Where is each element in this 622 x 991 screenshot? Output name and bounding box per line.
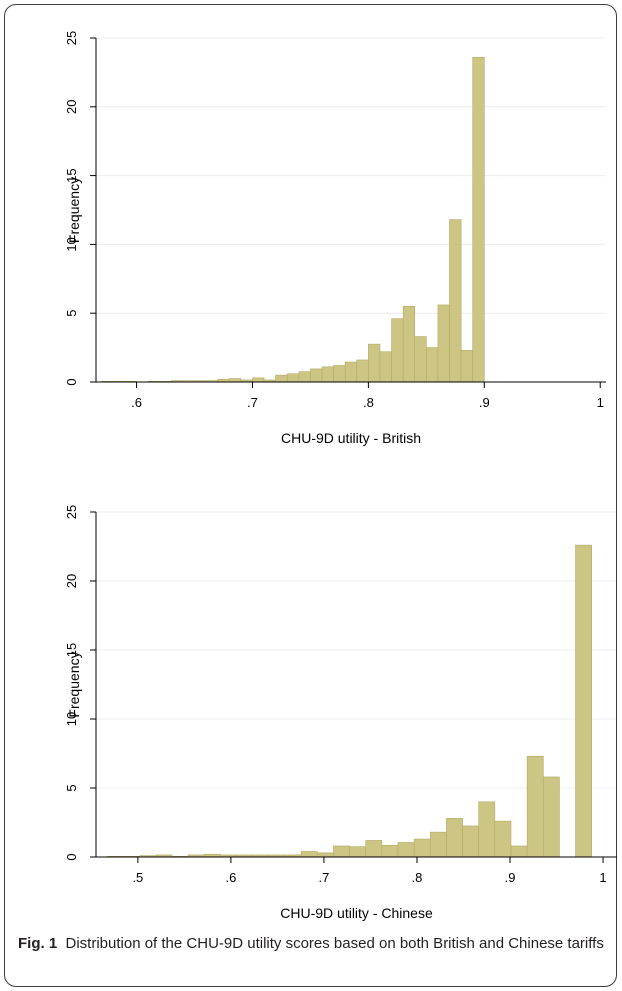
chinese-bar (446, 818, 463, 858)
british-y-tick-label: 20 (64, 100, 79, 114)
chinese-y-tick-label: 20 (64, 574, 79, 588)
figure-caption: Fig. 1 Distribution of the CHU-9D utilit… (18, 934, 614, 954)
chinese-bar (413, 838, 431, 858)
chinese-bar (494, 820, 512, 858)
british-bar (368, 343, 381, 383)
chinese-x-tick-label: .7 (319, 870, 330, 885)
british-bar (228, 378, 242, 383)
chinese-x-axis-title: CHU-9D utility - Chinese (280, 905, 433, 921)
chinese-x-tick-label: .8 (412, 870, 423, 885)
chinese-bar (349, 846, 367, 858)
british-bar (321, 366, 334, 383)
caption-label: Fig. 1 (18, 935, 58, 952)
chinese-x-tick-label: .6 (225, 870, 236, 885)
chinese-y-tick-label: 15 (64, 643, 79, 657)
british-bar (437, 304, 450, 383)
british-bar (333, 365, 346, 383)
chinese-y-tick-label: 10 (64, 712, 79, 726)
chinese-bar (429, 831, 447, 858)
british-bar (460, 350, 474, 383)
chinese-bar (542, 776, 560, 858)
british-x-tick-label: .7 (247, 395, 258, 410)
chinese-y-tick-label: 5 (64, 784, 79, 791)
british-bar (414, 336, 427, 383)
british-bar (275, 374, 288, 383)
british-histogram: 0 5 10 15 20 25 .6 .7 .8 .9 1 CHU-9D utility - Brit… (64, 31, 606, 446)
chinese-bar (333, 845, 350, 858)
british-bar (449, 219, 462, 383)
british-x-tick-label: 1 (597, 395, 604, 410)
chinese-bar (575, 544, 592, 858)
chinese-y-tick-label: 25 (64, 505, 79, 519)
british-y-tick-label: 25 (64, 31, 79, 45)
british-x-tick-label: .6 (131, 395, 142, 410)
chinese-bar (510, 845, 528, 858)
chinese-bar (365, 840, 383, 858)
chinese-histogram: 0 5 10 15 20 25 .5 .6 .7 .8 .9 1 CHU-9D utility - Ch… (64, 505, 617, 921)
british-bar (402, 306, 416, 383)
chinese-x-tick-label: 1 (599, 870, 606, 885)
british-bar (298, 371, 311, 383)
british-y-tick-label: 15 (64, 168, 79, 182)
british-x-tick-label: .8 (363, 395, 374, 410)
british-bar (356, 359, 369, 383)
chinese-bar (316, 852, 334, 858)
chinese-bar (526, 755, 544, 858)
british-bar (310, 368, 323, 383)
chinese-bar (397, 842, 415, 858)
british-bar (379, 351, 392, 383)
british-y-tick-label: 0 (64, 378, 79, 385)
british-bar (286, 373, 300, 383)
british-bar (426, 347, 439, 383)
caption-text: Distribution of the CHU-9D utility score… (65, 935, 604, 952)
british-bar (252, 377, 265, 383)
chinese-y-axis-title: Frequency (66, 651, 82, 717)
british-x-tick-label: .9 (479, 395, 490, 410)
british-y-axis-title: Frequency (66, 177, 82, 243)
chinese-bar (381, 844, 399, 858)
british-bar (344, 361, 358, 383)
british-x-axis-title: CHU-9D utility - British (281, 430, 421, 446)
chinese-y-tick-label: 0 (64, 853, 79, 860)
british-bar (391, 318, 404, 383)
figure-frame (4, 4, 617, 987)
british-y-tick-label: 10 (64, 237, 79, 251)
chinese-x-tick-label: .5 (132, 870, 143, 885)
chinese-bar (300, 851, 318, 858)
chinese-x-tick-label: .9 (505, 870, 516, 885)
british-bar (472, 56, 485, 383)
chinese-bar (478, 801, 496, 858)
chinese-bar (462, 825, 480, 858)
british-y-tick-label: 5 (64, 310, 79, 317)
